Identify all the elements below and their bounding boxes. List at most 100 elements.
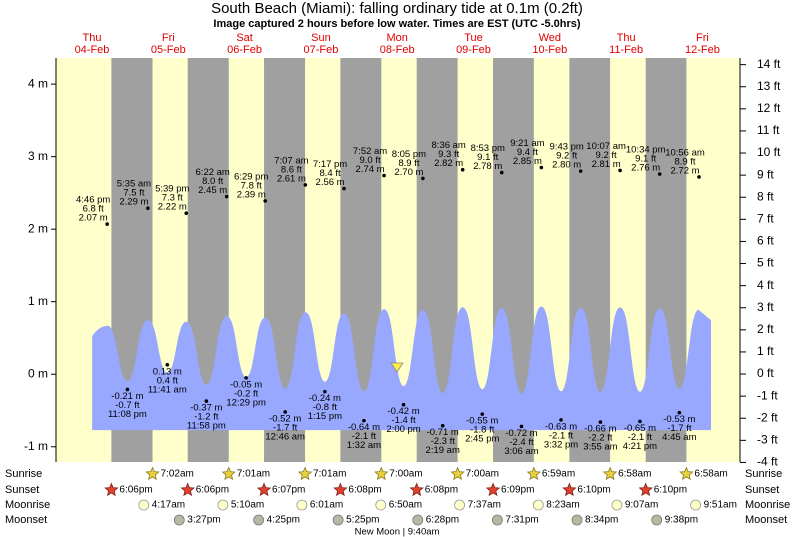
tide-point [519, 424, 524, 429]
tide-m: -0.72 m [505, 428, 537, 439]
tide-ft: -2.1 ft [549, 430, 574, 441]
tide-time: 3:55 am [583, 442, 617, 453]
tide-ft: 9.2 ft [596, 150, 617, 161]
moonset-time: 4:25pm [267, 515, 300, 526]
tide-ft: -1.2 ft [194, 412, 219, 423]
moonrise-time: 7:37am [468, 500, 501, 511]
tide-m: -0.42 m [387, 406, 419, 417]
y2-tick-label: 1 ft [757, 344, 774, 358]
tide-ft: -1.7 ft [667, 423, 692, 434]
plot-area: -1 m 0 m 1 m 2 m 3 m 4 m -4 ft -3 ft -2 ft -1 ft 0… [24, 57, 781, 469]
tide-point [283, 410, 287, 414]
tide-m: 2.74 m [356, 164, 385, 175]
day-date: 08-Feb [380, 44, 415, 56]
day-date: 06-Feb [227, 44, 262, 56]
tide-m: 2.07 m [79, 213, 108, 224]
tide-m: 2.56 m [316, 177, 345, 188]
tide-point [263, 199, 268, 203]
tide-point [382, 173, 386, 178]
sunrise-icon [145, 466, 160, 481]
tide-point [401, 402, 406, 407]
sunrise-icon [526, 466, 541, 481]
sunset-icon [638, 482, 653, 497]
sunrise-icon [679, 466, 694, 481]
y2-tick-label: -1 ft [757, 388, 778, 402]
tide-ft: -1.4 ft [391, 415, 416, 426]
tide-point [499, 170, 504, 175]
row-label: Moonset [5, 514, 47, 526]
tide-m: 2.45 m [198, 185, 227, 196]
moonset-time: 5:25pm [346, 515, 379, 526]
tide-ft: 0.4 ft [157, 375, 178, 386]
day-date: 11-Feb [609, 44, 643, 56]
day-weekday: Fri [162, 32, 175, 44]
sunrise-time: 7:01am [313, 469, 346, 480]
y2-tick-label: 5 ft [757, 256, 774, 270]
row-label: Sunrise [5, 468, 42, 480]
tide-time: 6:22 am [196, 167, 230, 178]
tide-ft: 8.4 ft [319, 168, 340, 179]
moonset-icon [332, 514, 344, 526]
tide-point [480, 412, 485, 416]
sunset-time: 6:10pm [654, 485, 687, 496]
tide-time: 10:07 am [586, 141, 626, 152]
tide-ft: 9.3 ft [438, 149, 459, 160]
tide-m: 2.22 m [158, 202, 187, 213]
tide-ft: 9.1 ft [635, 154, 656, 165]
row-label: Sunset [5, 484, 39, 496]
moon-phase: New Moon | 9:40am [355, 527, 440, 537]
tide-ft: -0.8 ft [313, 402, 338, 413]
tide-point [657, 172, 662, 176]
y2-tick-label: 14 ft [757, 57, 781, 71]
sunrise-time: 6:58am [694, 469, 727, 480]
tide-wave [106, 306, 700, 395]
moonset-icon [571, 514, 583, 526]
y-tick-label: 3 m [28, 149, 48, 163]
tide-point [204, 399, 209, 403]
tide-point [539, 165, 544, 170]
sunset-time: 6:10pm [577, 485, 610, 496]
tide-wave-area [92, 306, 712, 431]
tide-point [165, 363, 170, 367]
sunrise-time: 6:58am [618, 469, 651, 480]
y2-tick-label: 0 ft [757, 366, 774, 380]
tide-point [421, 176, 425, 181]
tide-m: 2.72 m [670, 165, 699, 176]
tide-m: 2.80 m [552, 160, 581, 171]
moonset-time: 7:31pm [505, 515, 538, 526]
sunset-time: 6:07pm [272, 485, 305, 496]
moonset-icon [651, 514, 663, 526]
tide-m: -0.52 m [269, 413, 301, 424]
moonset-time: 9:38pm [665, 515, 698, 526]
tide-point [303, 183, 308, 187]
y2-tick-label: 13 ft [757, 79, 781, 93]
tide-time: 2:19 am [426, 445, 460, 456]
tide-time: 2:00 pm [386, 424, 420, 435]
sunrise-icon [602, 466, 618, 481]
tide-point [323, 389, 327, 394]
tide-m: 2.85 m [513, 156, 542, 167]
moonrise-icon [611, 499, 623, 511]
tide-point [342, 186, 346, 191]
tide-m: -0.05 m [230, 379, 262, 390]
tide-ft: 6.8 ft [83, 204, 104, 215]
tide-point [184, 211, 189, 216]
tide-m: 2.61 m [277, 173, 306, 184]
sunrise-time: 7:02am [161, 469, 194, 480]
moonrise-icon [532, 499, 544, 511]
y2-tick-label: 8 ft [757, 189, 774, 203]
sunrise-icon [297, 466, 313, 481]
tide-time: 11:08 pm [108, 409, 147, 420]
tide-ft: -2.3 ft [431, 436, 456, 447]
tide-m: 2.78 m [473, 161, 502, 172]
tide-ft: -2.1 ft [352, 431, 377, 442]
tide-time: 8:53 pm [471, 143, 505, 154]
day-weekday: Tue [464, 32, 483, 44]
tide-ft: 8.0 ft [202, 176, 223, 187]
tide-m: -0.55 m [466, 416, 498, 427]
tide-ft: 9.1 ft [477, 152, 498, 163]
sunset-icon [104, 482, 119, 497]
moonrise-time: 4:17am [152, 500, 185, 511]
tide-ft: 8.6 ft [281, 164, 302, 175]
tide-ft: 8.9 ft [674, 156, 695, 167]
